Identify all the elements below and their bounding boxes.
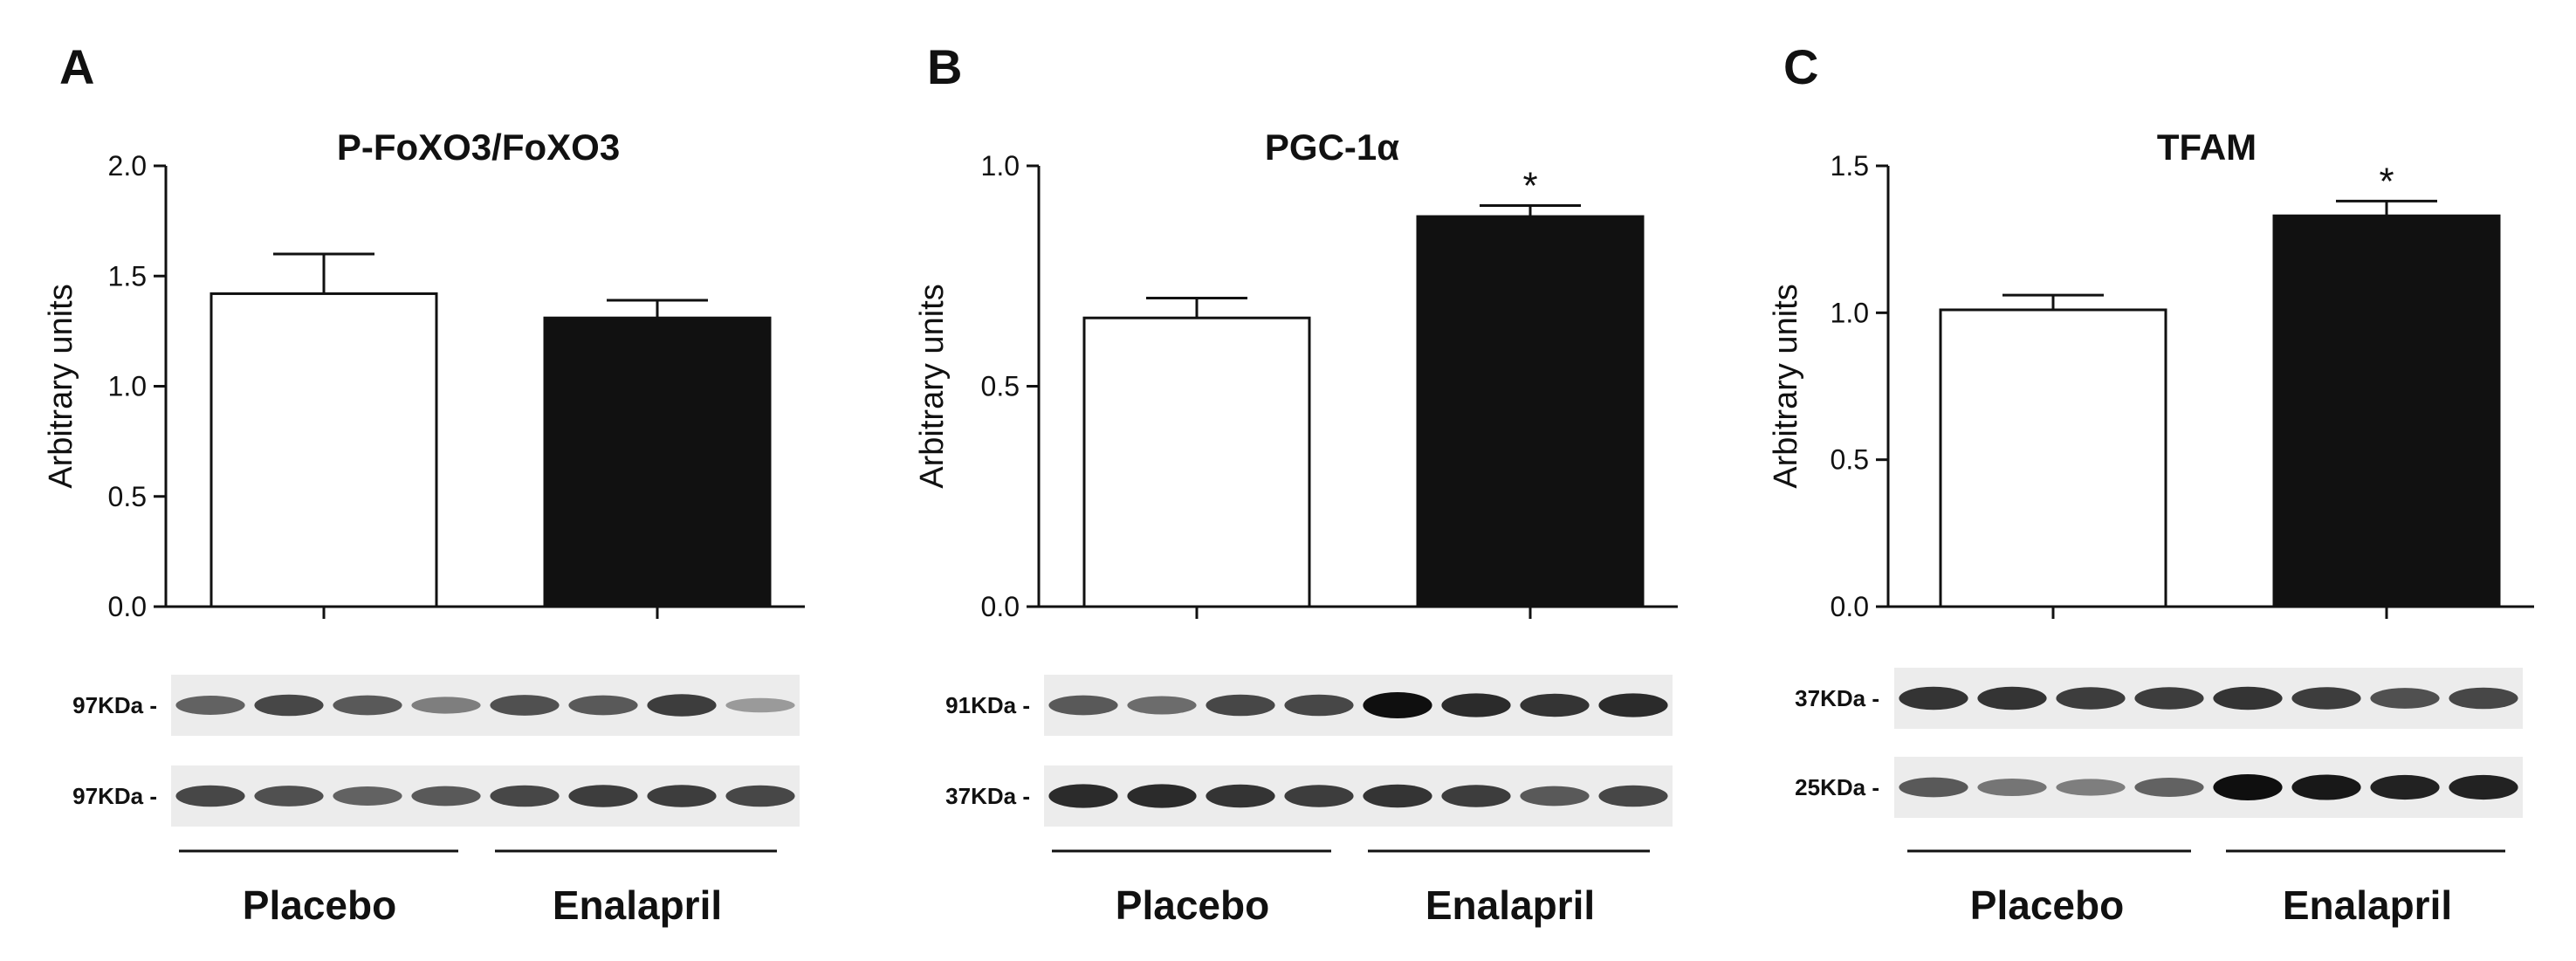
panel-c: C TFAM Arbitrary units 0.0 0.5 1.0 1.5 * 37KDa -… [1768,39,2534,928]
bar-enalapril [2272,214,2501,608]
blot-band [175,696,245,715]
panel-letter: A [59,39,94,94]
panel-letter: B [927,39,962,94]
blot-band [2370,688,2440,709]
y-tick-label: 2.0 [108,150,147,182]
y-tick-label: 1.5 [108,260,147,292]
y-tick-label: 1.0 [981,150,1020,182]
blot-band [333,695,402,716]
blot-band [2370,774,2440,800]
blot-band [1048,784,1118,808]
group-label-placebo: Placebo [1970,882,2124,928]
blot-band [2056,779,2126,796]
chart-title: TFAM [2157,127,2257,168]
y-tick-label: 1.5 [1831,150,1869,182]
y-tick-label: 0.5 [108,481,147,512]
blot-band [1977,778,2047,797]
blot-band [490,785,560,807]
blot-band [1127,696,1197,715]
chart-title: PGC-1α [1265,127,1399,168]
bar-enalapril [543,316,772,608]
blot-band [411,786,481,807]
blot-band [2134,778,2204,797]
y-axis-label: Arbitrary units [43,284,79,488]
group-label-enalapril: Enalapril [553,882,722,928]
blot-band [2213,686,2283,710]
y-tick-label: 0.0 [981,591,1020,622]
y-axis-label: Arbitrary units [1768,284,1804,488]
blot-band [490,695,560,716]
blot-size-label: 37KDa - [945,783,1030,809]
blot-band [1598,785,1668,807]
blot-band [1598,693,1668,717]
group-label-placebo: Placebo [1116,882,1269,928]
blot-size-label: 25KDa - [1795,774,1879,800]
blot-band [2449,774,2518,800]
panel-b: B PGC-1α Arbitrary units 0.0 0.5 1.0 * 91KDa - 3… [914,39,1678,928]
blot-band [725,697,795,713]
blot-band [411,697,481,714]
blot-band [647,785,717,807]
group-label-placebo: Placebo [243,882,396,928]
y-tick-label: 0.0 [1831,591,1869,622]
blot-band [2213,774,2283,800]
blot-band [1363,784,1432,808]
blot-band [2291,687,2361,710]
blot-band [175,785,245,807]
blot-band [1899,777,1968,798]
blot-band [725,785,795,807]
blot-band [254,694,324,717]
blot-band [2056,687,2126,710]
y-tick-label: 1.0 [108,371,147,402]
blot-band [1520,693,1590,717]
group-label-enalapril: Enalapril [2283,882,2452,928]
group-label-enalapril: Enalapril [1425,882,1595,928]
panel-letter: C [1783,39,1818,94]
blot-band [2134,687,2204,710]
blot-band [254,786,324,807]
bar-placebo [210,292,438,608]
blot-band [2291,774,2361,800]
chart-title: P-FoXO3/FoXO3 [337,127,620,168]
blot-band [1284,694,1354,717]
y-tick-label: 0.5 [1831,444,1869,476]
blot-band [1520,786,1590,807]
significance-marker: * [1522,164,1537,207]
blot-band [1441,785,1511,807]
bar-placebo [1082,316,1311,608]
y-axis-label: Arbitrary units [914,284,951,488]
blot-band [568,695,638,716]
bar-placebo [1939,308,2167,608]
blot-band [1441,693,1511,717]
blot-band [1284,785,1354,807]
y-tick-label: 0.0 [108,591,147,622]
blot-size-label: 37KDa - [1795,685,1879,711]
blot-band [647,694,717,717]
blot-band [2449,687,2518,710]
blot-band [1206,784,1275,808]
blot-band [1048,695,1118,716]
bar-enalapril [1416,215,1645,608]
blot-size-label: 91KDa - [945,692,1030,718]
blot-band [1127,784,1197,808]
panel-a: A P-FoXO3/FoXO3 Arbitrary units 0.0 0.5 1.0 1.… [43,39,805,928]
blot-band [568,785,638,807]
blot-band [1977,686,2047,710]
blot-band [333,786,402,806]
blot-band [1206,694,1275,717]
blot-band [1899,686,1968,710]
y-tick-label: 0.5 [981,371,1020,402]
blot-band [1363,692,1432,718]
blot-size-label: 97KDa - [72,783,157,809]
blot-size-label: 97KDa - [72,692,157,718]
y-tick-label: 1.0 [1831,297,1869,328]
significance-marker: * [2379,160,2394,202]
